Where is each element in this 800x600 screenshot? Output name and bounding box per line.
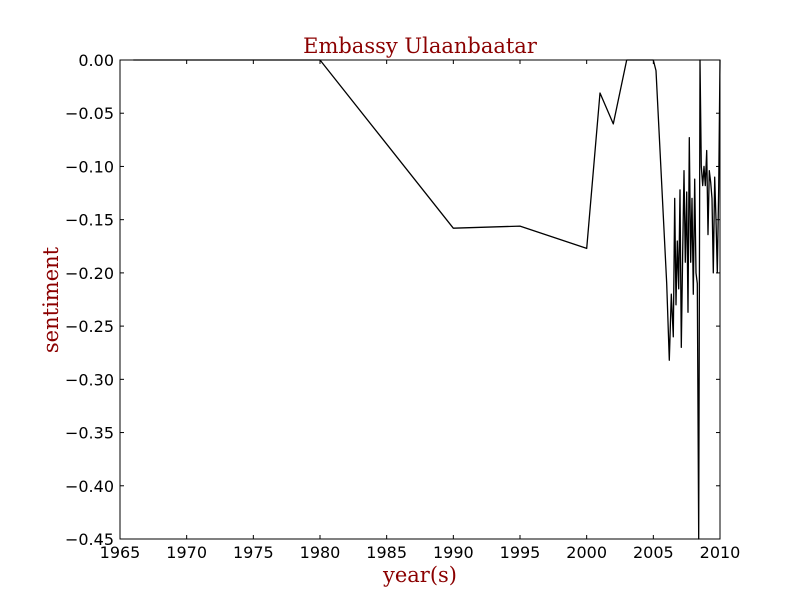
plot-area bbox=[133, 59, 721, 540]
y-tick-label: −0.10 bbox=[65, 157, 114, 176]
y-tick-label: 0.00 bbox=[78, 51, 114, 70]
x-tick-label: 1970 bbox=[166, 543, 207, 562]
x-tick-label: 1990 bbox=[433, 543, 474, 562]
x-tick-label: 1975 bbox=[233, 543, 274, 562]
y-tick-label: −0.20 bbox=[65, 264, 114, 283]
x-tick-label: 1995 bbox=[500, 543, 541, 562]
series-line bbox=[133, 59, 721, 540]
x-axis-label: year(s) bbox=[382, 563, 457, 587]
x-tick-label: 1985 bbox=[366, 543, 407, 562]
plot-frame bbox=[119, 59, 721, 540]
y-tick-label: −0.05 bbox=[65, 104, 114, 123]
y-tick-label: −0.25 bbox=[65, 317, 114, 336]
y-tick-label: −0.15 bbox=[65, 211, 114, 230]
y-axis-label: sentiment bbox=[39, 246, 63, 353]
y-axis: 0.00 −0.05 −0.10 −0.15 −0.20 −0.25 −0.30 −0.35 −… bbox=[65, 51, 720, 549]
y-tick-label: −0.35 bbox=[65, 424, 114, 443]
x-tick-label: 1965 bbox=[100, 543, 141, 562]
x-axis: 1965 1970 1975 1980 1985 1990 1995 2000 2005 2010 bbox=[100, 60, 741, 562]
y-tick-label: −0.40 bbox=[65, 477, 114, 496]
y-tick-label: −0.30 bbox=[65, 370, 114, 389]
y-tick-label: −0.45 bbox=[65, 530, 114, 549]
x-tick-label: 2005 bbox=[633, 543, 674, 562]
x-tick-label: 2000 bbox=[566, 543, 607, 562]
chart-title: Embassy Ulaanbaatar bbox=[303, 34, 538, 58]
x-tick-label: 2010 bbox=[700, 543, 741, 562]
x-tick-label: 1980 bbox=[300, 543, 341, 562]
